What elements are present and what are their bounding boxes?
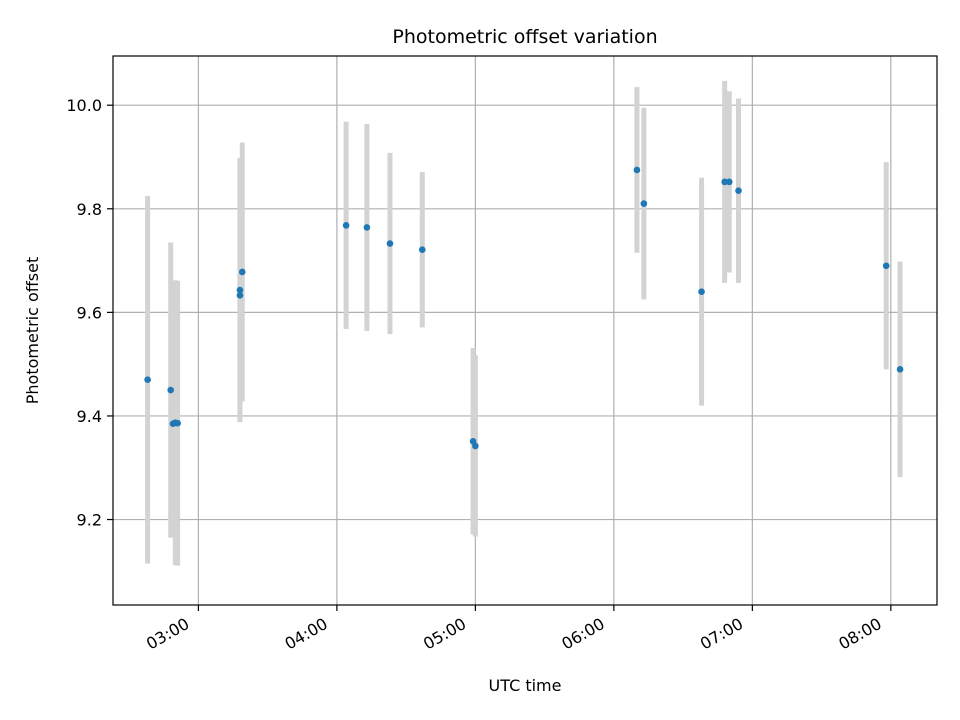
chart-title: Photometric offset variation <box>392 26 657 48</box>
data-point <box>882 262 890 270</box>
y-tick-label: 9.6 <box>77 303 102 322</box>
data-point <box>721 178 728 186</box>
data-point <box>238 268 246 276</box>
y-tick-label: 9.4 <box>77 407 102 426</box>
data-point <box>144 376 151 384</box>
y-axis-ticks: 9.2 9.4 9.6 9.8 10.0 <box>66 96 113 530</box>
data-point <box>472 442 479 450</box>
grid <box>113 56 937 605</box>
data-point <box>236 286 244 294</box>
data-point <box>174 419 181 427</box>
data-point <box>342 222 350 229</box>
data-point <box>725 178 733 186</box>
data-point <box>735 187 742 194</box>
y-tick-label: 9.8 <box>77 200 102 219</box>
data-point <box>896 366 904 373</box>
data-point <box>640 200 648 207</box>
data-point <box>363 224 371 231</box>
data-point <box>386 240 394 247</box>
data-point <box>633 166 641 174</box>
x-axis-label: UTC time <box>489 676 562 695</box>
data-point <box>698 288 705 295</box>
data-points <box>144 166 904 450</box>
data-point <box>418 246 426 254</box>
y-tick-label: 10.0 <box>66 96 102 115</box>
y-tick-label: 9.2 <box>77 511 102 530</box>
data-point <box>167 386 175 394</box>
data-point <box>236 291 244 299</box>
y-axis-label: Photometric offset <box>23 257 42 405</box>
plot-frame <box>112 55 938 606</box>
